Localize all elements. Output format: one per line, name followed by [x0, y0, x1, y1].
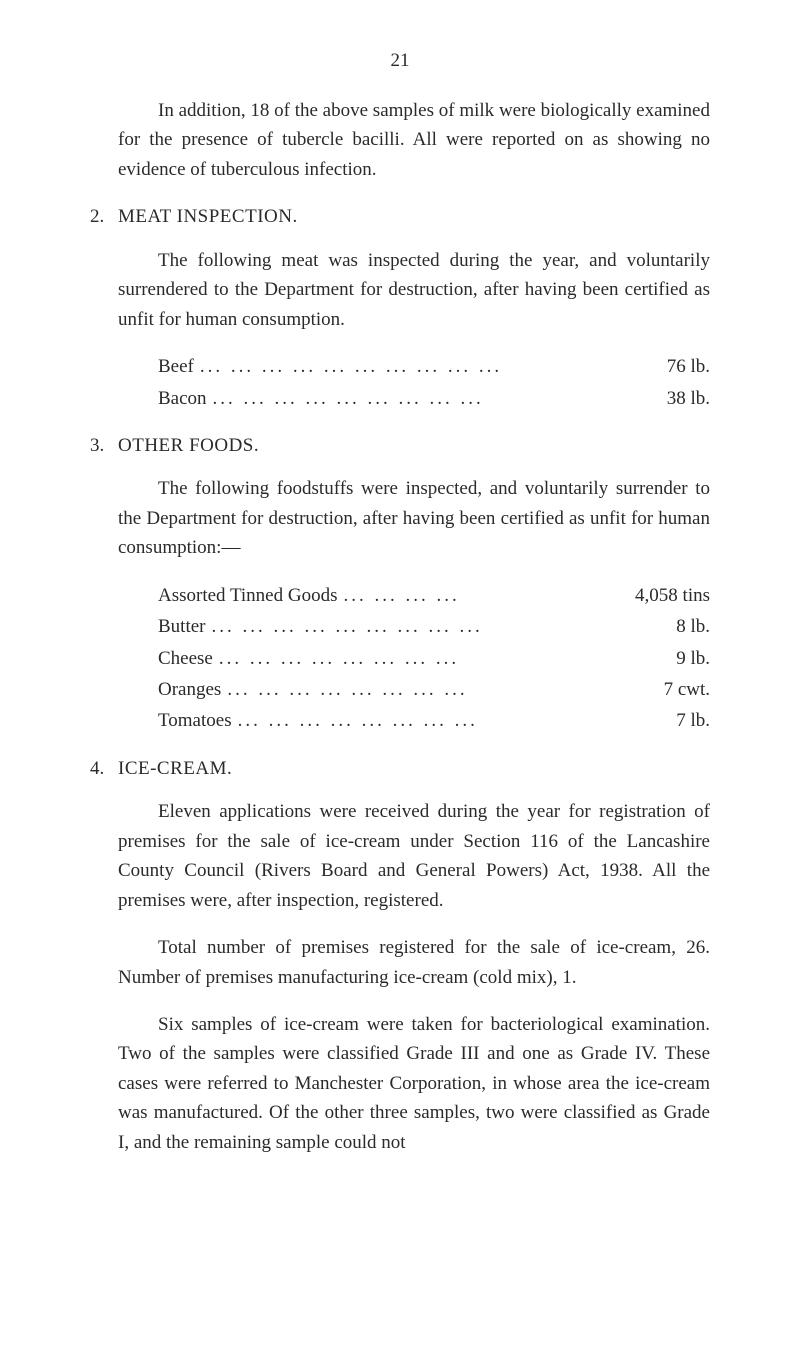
list-item: Oranges ... ... ... ... ... ... ... ... … [158, 675, 710, 704]
section-ice-cream: 4. ICE-CREAM. Eleven applications were r… [90, 754, 710, 1157]
section-2-paragraph: The following meat was inspected during … [118, 246, 710, 334]
section-3-title: OTHER FOODS. [118, 431, 259, 460]
list-label: Cheese [158, 644, 213, 673]
section-2-title: MEAT INSPECTION. [118, 202, 298, 231]
list-dots: ... ... ... ... ... ... ... ... [232, 706, 620, 735]
section-2-header: 2. MEAT INSPECTION. [90, 202, 710, 231]
list-value: 9 lb. [620, 644, 710, 673]
section-3-paragraph: The following foodstuffs were inspected,… [118, 474, 710, 562]
list-item: Assorted Tinned Goods ... ... ... ... 4,… [158, 581, 710, 610]
list-item: Cheese ... ... ... ... ... ... ... ... 9… [158, 644, 710, 673]
section-4-paragraph-2: Total number of premises registered for … [118, 933, 710, 992]
list-dots: ... ... ... ... ... ... ... ... ... ... [194, 352, 620, 381]
list-value: 4,058 tins [620, 581, 710, 610]
list-label: Butter [158, 612, 206, 641]
list-value: 7 lb. [620, 706, 710, 735]
list-dots: ... ... ... ... [337, 581, 620, 610]
list-label: Oranges [158, 675, 221, 704]
list-label: Beef [158, 352, 194, 381]
list-value: 8 lb. [620, 612, 710, 641]
section-4-paragraph-1: Eleven applications were received during… [118, 797, 710, 915]
list-label: Assorted Tinned Goods [158, 581, 337, 610]
list-dots: ... ... ... ... ... ... ... ... ... [207, 384, 620, 413]
intro-paragraph: In addition, 18 of the above samples of … [118, 96, 710, 184]
section-other-foods: 3. OTHER FOODS. The following foodstuffs… [90, 431, 710, 736]
list-dots: ... ... ... ... ... ... ... ... [213, 644, 620, 673]
section-4-number: 4. [90, 754, 118, 783]
section-4-paragraph-3: Six samples of ice-cream were taken for … [118, 1010, 710, 1157]
list-value: 38 lb. [620, 384, 710, 413]
list-item: Tomatoes ... ... ... ... ... ... ... ...… [158, 706, 710, 735]
section-3-header: 3. OTHER FOODS. [90, 431, 710, 460]
list-item: Beef ... ... ... ... ... ... ... ... ...… [158, 352, 710, 381]
section-4-header: 4. ICE-CREAM. [90, 754, 710, 783]
list-item: Bacon ... ... ... ... ... ... ... ... ..… [158, 384, 710, 413]
section-meat-inspection: 2. MEAT INSPECTION. The following meat w… [90, 202, 710, 413]
list-item: Butter ... ... ... ... ... ... ... ... .… [158, 612, 710, 641]
list-value: 7 cwt. [620, 675, 710, 704]
section-4-title: ICE-CREAM. [118, 754, 232, 783]
list-label: Tomatoes [158, 706, 232, 735]
list-dots: ... ... ... ... ... ... ... ... ... [206, 612, 621, 641]
page-number: 21 [90, 50, 710, 72]
section-3-number: 3. [90, 431, 118, 460]
list-dots: ... ... ... ... ... ... ... ... [221, 675, 620, 704]
section-2-number: 2. [90, 202, 118, 231]
list-value: 76 lb. [620, 352, 710, 381]
list-label: Bacon [158, 384, 207, 413]
